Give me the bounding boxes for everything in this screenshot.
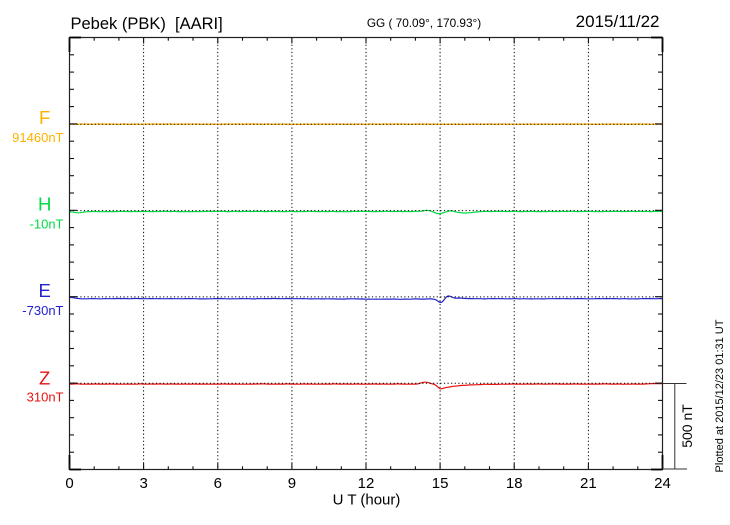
svg-text:H: H bbox=[38, 194, 51, 215]
svg-text:3: 3 bbox=[139, 475, 147, 492]
svg-text:Pebek (PBK) [AARI]: Pebek (PBK) [AARI] bbox=[71, 15, 223, 33]
svg-text:GG ( 70.09°, 170.93°): GG ( 70.09°, 170.93°) bbox=[367, 16, 481, 30]
svg-text:24: 24 bbox=[654, 475, 671, 492]
svg-text:-730nT: -730nT bbox=[22, 303, 63, 318]
svg-text:-10nT: -10nT bbox=[30, 217, 64, 232]
svg-text:15: 15 bbox=[432, 475, 449, 492]
svg-text:E: E bbox=[39, 280, 51, 301]
svg-text:12: 12 bbox=[358, 475, 375, 492]
svg-text:Z: Z bbox=[39, 367, 50, 388]
svg-text:2015/11/22: 2015/11/22 bbox=[576, 12, 660, 31]
svg-text:F: F bbox=[39, 107, 50, 128]
svg-text:Plotted at 2015/12/23 01:31 UT: Plotted at 2015/12/23 01:31 UT bbox=[714, 319, 726, 472]
svg-text:9: 9 bbox=[288, 475, 296, 492]
svg-text:21: 21 bbox=[580, 475, 597, 492]
svg-text:U T (hour): U T (hour) bbox=[333, 492, 401, 509]
svg-text:0: 0 bbox=[65, 475, 73, 492]
svg-text:310nT: 310nT bbox=[27, 389, 64, 404]
svg-text:6: 6 bbox=[214, 475, 222, 492]
svg-text:91460nT: 91460nT bbox=[12, 130, 63, 145]
svg-text:18: 18 bbox=[506, 475, 523, 492]
svg-text:500 nT: 500 nT bbox=[679, 404, 695, 448]
